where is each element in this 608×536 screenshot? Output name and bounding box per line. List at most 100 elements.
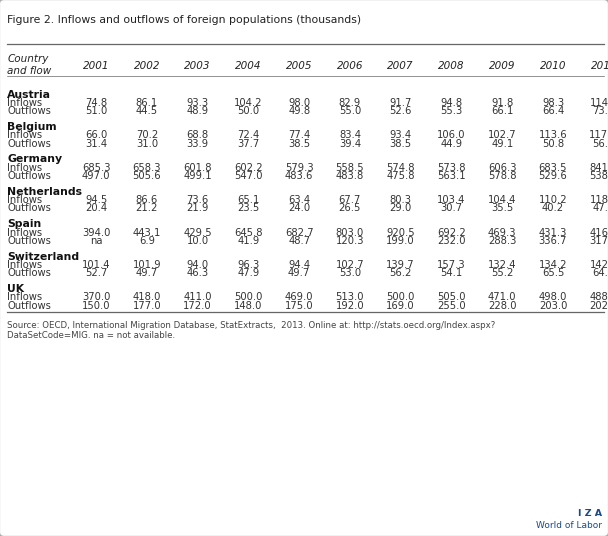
Text: 370.0: 370.0 [82, 292, 110, 302]
Text: 692.2: 692.2 [437, 227, 466, 237]
Text: 471.0: 471.0 [488, 292, 516, 302]
Text: Outflows: Outflows [7, 106, 51, 116]
Text: 29.0: 29.0 [390, 203, 412, 213]
Text: 24.0: 24.0 [288, 203, 310, 213]
Text: 500.0: 500.0 [387, 292, 415, 302]
Text: 68.8: 68.8 [187, 130, 209, 140]
Text: 63.4: 63.4 [288, 195, 310, 205]
Text: 83.4: 83.4 [339, 130, 361, 140]
Text: 114.9: 114.9 [589, 98, 608, 108]
Text: 23.5: 23.5 [237, 203, 260, 213]
Text: 96.3: 96.3 [237, 260, 260, 270]
Text: 39.4: 39.4 [339, 138, 361, 148]
Text: 142.5: 142.5 [589, 260, 608, 270]
Text: Outflows: Outflows [7, 268, 51, 278]
Text: 10.0: 10.0 [187, 236, 209, 246]
Text: 2010: 2010 [540, 61, 566, 71]
Text: 418.0: 418.0 [133, 292, 161, 302]
Text: 199.0: 199.0 [386, 236, 415, 246]
Text: 2005: 2005 [286, 61, 313, 71]
Text: 86.1: 86.1 [136, 98, 158, 108]
Text: 658.3: 658.3 [133, 162, 161, 173]
Text: 2001: 2001 [83, 61, 109, 71]
Text: 52.7: 52.7 [85, 268, 107, 278]
Text: 65.1: 65.1 [237, 195, 260, 205]
Text: Inflows: Inflows [7, 162, 43, 173]
Text: UK: UK [7, 284, 24, 294]
Text: 120.3: 120.3 [336, 236, 364, 246]
Text: 49.7: 49.7 [136, 268, 158, 278]
Text: 49.1: 49.1 [491, 138, 513, 148]
Text: 177.0: 177.0 [133, 301, 161, 311]
Text: na: na [90, 236, 102, 246]
Text: 117.9: 117.9 [589, 130, 608, 140]
Text: and flow: and flow [7, 66, 52, 77]
Text: 2011: 2011 [590, 61, 608, 71]
Text: 6.9: 6.9 [139, 236, 155, 246]
Text: 67.7: 67.7 [339, 195, 361, 205]
Text: 483.6: 483.6 [285, 171, 313, 181]
Text: 443.1: 443.1 [133, 227, 161, 237]
Text: 602.2: 602.2 [234, 162, 263, 173]
Text: Inflows: Inflows [7, 130, 43, 140]
Text: 288.3: 288.3 [488, 236, 516, 246]
Text: 2004: 2004 [235, 61, 261, 71]
Text: 82.9: 82.9 [339, 98, 361, 108]
Text: 101.9: 101.9 [133, 260, 161, 270]
Text: 38.5: 38.5 [288, 138, 310, 148]
Text: 841.7: 841.7 [590, 162, 608, 173]
Text: 94.4: 94.4 [288, 260, 310, 270]
Text: 2006: 2006 [337, 61, 363, 71]
Text: Outflows: Outflows [7, 301, 51, 311]
Text: DataSetCode=MIG. na = not available.: DataSetCode=MIG. na = not available. [7, 331, 176, 340]
Text: Switzerland: Switzerland [7, 251, 80, 262]
Text: 91.8: 91.8 [491, 98, 513, 108]
Text: 98.0: 98.0 [288, 98, 310, 108]
Text: 47.9: 47.9 [237, 268, 260, 278]
Text: Outflows: Outflows [7, 203, 51, 213]
Text: 44.5: 44.5 [136, 106, 158, 116]
Text: 21.9: 21.9 [187, 203, 209, 213]
Text: 103.4: 103.4 [437, 195, 466, 205]
Text: 394.0: 394.0 [82, 227, 110, 237]
Text: 33.9: 33.9 [187, 138, 209, 148]
Text: Spain: Spain [7, 219, 41, 229]
Text: 44.9: 44.9 [440, 138, 463, 148]
Text: 91.7: 91.7 [390, 98, 412, 108]
Text: 30.7: 30.7 [440, 203, 463, 213]
Text: 499.1: 499.1 [183, 171, 212, 181]
Text: 2003: 2003 [184, 61, 211, 71]
Text: 56.2: 56.2 [390, 268, 412, 278]
Text: 55.0: 55.0 [339, 106, 361, 116]
Text: 538.8: 538.8 [590, 171, 608, 181]
Text: Figure 2. Inflows and outflows of foreign populations (thousands): Figure 2. Inflows and outflows of foreig… [7, 15, 361, 25]
Text: 72.4: 72.4 [237, 130, 260, 140]
Text: 49.8: 49.8 [288, 106, 310, 116]
Text: 40.2: 40.2 [542, 203, 564, 213]
Text: 411.0: 411.0 [184, 292, 212, 302]
Text: 513.0: 513.0 [336, 292, 364, 302]
Text: 416.3: 416.3 [590, 227, 608, 237]
Text: 94.5: 94.5 [85, 195, 107, 205]
Text: 55.2: 55.2 [491, 268, 513, 278]
Text: 94.8: 94.8 [440, 98, 463, 108]
Text: 431.3: 431.3 [539, 227, 567, 237]
Text: 110.2: 110.2 [539, 195, 567, 205]
Text: 547.0: 547.0 [234, 171, 263, 181]
Text: 558.5: 558.5 [336, 162, 364, 173]
Text: 50.0: 50.0 [237, 106, 260, 116]
Text: 106.0: 106.0 [437, 130, 466, 140]
Text: 2007: 2007 [387, 61, 414, 71]
Text: 104.4: 104.4 [488, 195, 516, 205]
Text: 232.0: 232.0 [437, 236, 466, 246]
Text: Germany: Germany [7, 154, 63, 165]
Text: 54.1: 54.1 [440, 268, 463, 278]
Text: 47.6: 47.6 [593, 203, 608, 213]
Text: Belgium: Belgium [7, 122, 57, 132]
Text: 529.6: 529.6 [539, 171, 567, 181]
Text: 505.6: 505.6 [133, 171, 161, 181]
Text: 2008: 2008 [438, 61, 465, 71]
Text: 505.0: 505.0 [437, 292, 466, 302]
Text: 469.3: 469.3 [488, 227, 516, 237]
Text: 26.5: 26.5 [339, 203, 361, 213]
